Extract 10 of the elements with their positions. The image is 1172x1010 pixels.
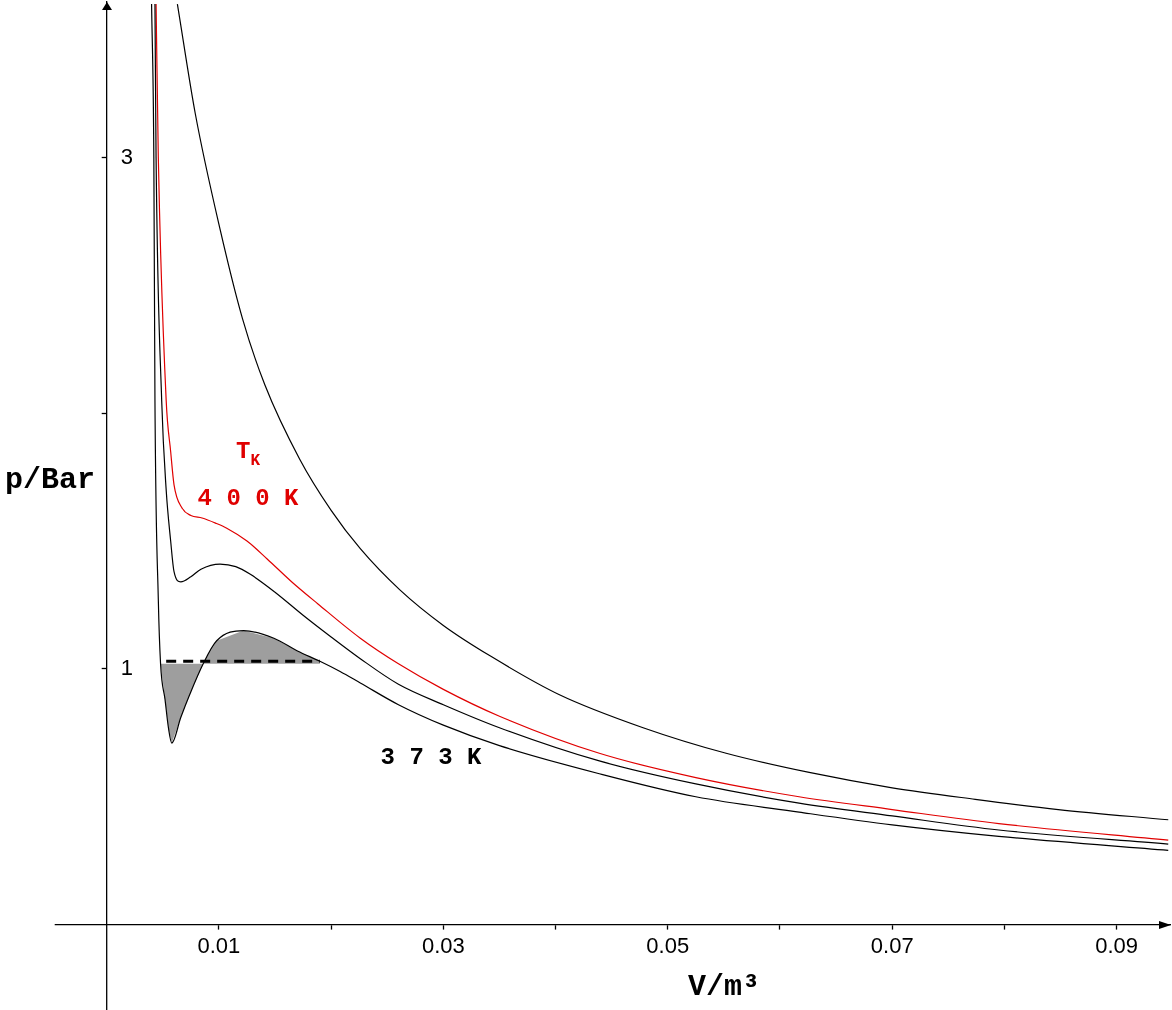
series-label: 3 7 3 K	[380, 744, 483, 771]
x-tick-label: 0.07	[870, 932, 914, 958]
x-axis-title: V/m³	[687, 970, 761, 1004]
y-tick-label: 1	[120, 654, 133, 680]
x-tick-label: 0.03	[421, 932, 465, 958]
x-tick-label: 0.05	[646, 932, 690, 958]
x-tick-label: 0.01	[197, 932, 241, 958]
x-tick-label: 0.09	[1095, 932, 1139, 958]
y-axis-title: p/Bar	[5, 463, 96, 497]
y-tick-label: 3	[120, 143, 133, 169]
